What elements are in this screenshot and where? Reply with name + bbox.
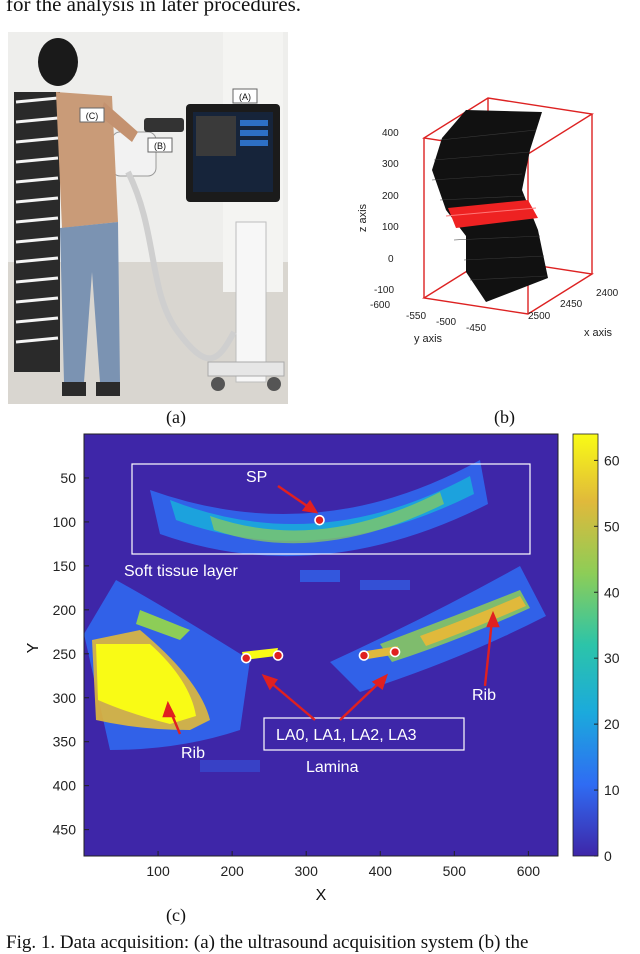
reconstruction-3d-plot: 400 300 200 100 0 -100 -600 -550 -500 -4… [357,97,619,345]
colorbar-tick-label: 20 [604,716,620,732]
colorbar-tick-label: 60 [604,452,620,468]
x-tick: 2450 [560,299,583,310]
y-tick-label: 250 [53,646,77,662]
z-tick: 0 [388,254,394,265]
callout-c: (C) [86,111,99,121]
keypoint-la3 [389,646,401,658]
callout-b: (B) [154,141,166,151]
y-tick: -600 [370,300,390,311]
x-tick: 2500 [528,311,551,322]
annotation-rib-left: Rib [181,745,205,762]
y-tick-label: 350 [53,734,77,750]
panel-label-c: (c) [166,905,186,925]
keypoint-la0 [240,652,252,664]
x-axis-label: x axis [584,327,613,339]
keypoints-layer [240,514,401,664]
colorbar-ticks: 0 10 20 30 40 50 60 [594,452,620,864]
x-tick-label: 400 [369,863,393,879]
x-tick-label: 100 [146,863,170,879]
y-tick-label: 300 [53,690,77,706]
y-tick: -450 [466,323,486,334]
colorbar-tick-label: 10 [604,782,620,798]
keypoint-sp [314,514,325,526]
colorbar [572,433,599,857]
y-axis-label: Y [25,642,42,653]
x-tick: 2400 [596,288,619,299]
y-tick-label: 50 [60,470,76,486]
x-tick-label: 500 [443,863,467,879]
x-ticks: 100 200 300 400 500 600 [146,851,540,879]
panel-label-a: (a) [166,407,186,427]
annotation-la-points: LA0, LA1, LA2, LA3 [276,727,417,744]
colorbar-tick-label: 40 [604,584,620,600]
z-tick: -100 [374,285,394,296]
y-tick-label: 400 [53,778,77,794]
annotation-sp: SP [246,469,267,486]
z-tick: 200 [382,191,399,202]
colorbar-tick-label: 50 [604,518,620,534]
x-tick-label: 300 [295,863,319,879]
z-tick: 400 [382,128,399,139]
callout-a: (A) [239,92,251,102]
figure-caption: Fig. 1. Data acquisition: (a) the ultras… [6,932,529,953]
colorbar-tick-label: 30 [604,650,620,666]
preceding-text-line: for the analysis in later procedures. [6,0,302,16]
x-tick-label: 600 [517,863,541,879]
keypoint-la1 [272,650,284,661]
y-tick-label: 150 [53,558,77,574]
acquisition-system-photo: (C) (B) (A) [8,32,288,404]
la-label-box [263,717,465,751]
ultrasound-heatmap: SP Soft tissue layer LA0, LA1, LA2, LA3 … [25,433,620,904]
z-tick: 300 [382,159,399,170]
annotation-rib-right: Rib [472,687,496,704]
y-tick: -550 [406,311,426,322]
y-tick-label: 200 [53,602,77,618]
z-axis-label: z axis [357,203,369,232]
y-tick: -500 [436,317,456,328]
y-tick-label: 100 [53,514,77,530]
y-axis-label: y axis [414,333,443,345]
y-tick-label: 450 [53,822,77,838]
z-tick: 100 [382,222,399,233]
y-ticks: 50 100 150 200 250 300 350 400 450 [53,470,89,838]
soft-tissue-box [131,463,531,555]
x-axis-label: X [316,887,327,904]
panel-label-b: (b) [494,407,515,427]
x-tick-label: 200 [220,863,244,879]
keypoint-la2 [358,650,370,661]
colorbar-tick-label: 0 [604,848,612,864]
annotation-lamina: Lamina [306,759,359,776]
annotation-soft-tissue: Soft tissue layer [124,563,239,580]
